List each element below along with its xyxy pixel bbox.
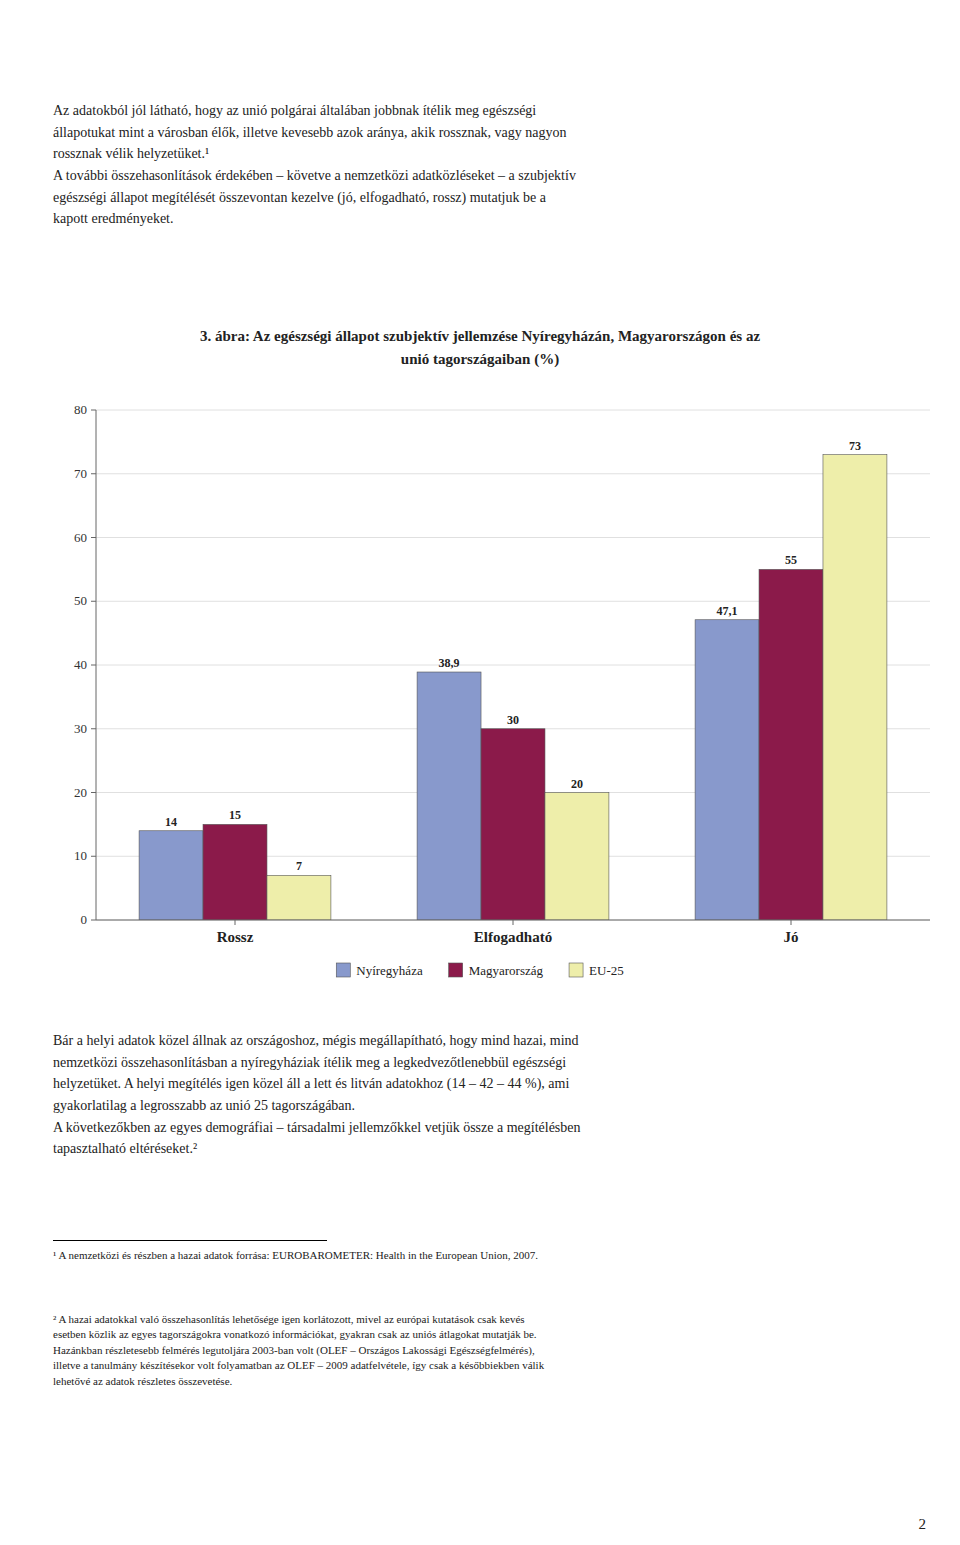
y-axis — [96, 410, 97, 920]
chart: 0 10 20 30 40 50 60 70 80 14 38,9 47,1 15 30 55 7 20 73 Ro… — [0, 390, 960, 1000]
grid-line — [96, 537, 930, 538]
data-label: 30 — [507, 713, 519, 727]
bar — [759, 569, 823, 920]
y-tick — [91, 473, 96, 474]
y-tick — [91, 665, 96, 666]
intro-text: Az adatokból jól látható, hogy az unió p… — [53, 100, 576, 230]
bar — [203, 824, 267, 920]
data-label: 20 — [571, 777, 583, 791]
legend-swatch — [569, 963, 583, 977]
x-tick — [513, 920, 514, 925]
x-tick-label: Jó — [784, 929, 799, 945]
y-tick-label: 50 — [74, 593, 87, 608]
data-labels: 14 38,9 47,1 15 30 55 7 20 73 — [165, 439, 861, 874]
page-number: 2 — [919, 1516, 927, 1533]
grid-line — [96, 473, 930, 474]
legend-label: Nyíregyháza — [356, 963, 423, 978]
data-label: 73 — [849, 439, 861, 453]
footnote: ² A hazai adatokkal való összehasonlítás… — [53, 1312, 544, 1389]
legend-swatch — [336, 963, 350, 977]
bars — [139, 455, 887, 920]
data-label: 7 — [296, 859, 302, 873]
bar — [823, 455, 887, 920]
footnote-separator — [53, 1240, 327, 1241]
y-tick-label: 70 — [74, 466, 87, 481]
x-tick — [791, 920, 792, 925]
bar — [481, 729, 545, 920]
y-tick-label: 10 — [74, 848, 87, 863]
y-tick-label: 30 — [74, 721, 87, 736]
after-text: Bár a helyi adatok közel állnak az orszá… — [53, 1030, 581, 1160]
legend-label: Magyarország — [469, 963, 544, 978]
y-tick — [91, 410, 96, 411]
legend: Nyíregyháza Magyarország EU-25 — [336, 963, 623, 978]
bar — [695, 620, 759, 920]
y-tick-label: 20 — [74, 785, 87, 800]
data-label: 47,1 — [717, 604, 738, 618]
legend-swatch — [449, 963, 463, 977]
footnote: ¹ A nemzetközi és részben a hazai adatok… — [53, 1248, 538, 1263]
bar — [267, 875, 331, 920]
grid-line — [96, 410, 930, 411]
bar — [545, 793, 609, 921]
data-label: 14 — [165, 815, 177, 829]
y-tick — [91, 728, 96, 729]
data-label: 38,9 — [439, 656, 460, 670]
y-tick-label: 60 — [74, 530, 87, 545]
x-tick-label: Elfogadható — [474, 929, 552, 945]
y-tick — [91, 920, 96, 921]
y-tick-label: 40 — [74, 657, 87, 672]
chart-title: 3. ábra: Az egészségi állapot szubjektív… — [0, 325, 960, 370]
y-tick — [91, 601, 96, 602]
data-label: 55 — [785, 553, 797, 567]
y-tick-label: 80 — [74, 402, 87, 417]
y-tick — [91, 856, 96, 857]
legend-label: EU-25 — [589, 963, 624, 978]
y-tick-label: 0 — [81, 912, 88, 927]
x-tick-label: Rossz — [217, 929, 254, 945]
y-tick — [91, 792, 96, 793]
bar — [139, 831, 203, 920]
data-label: 15 — [229, 808, 241, 822]
x-tick — [235, 920, 236, 925]
bar — [417, 672, 481, 920]
y-tick — [91, 537, 96, 538]
